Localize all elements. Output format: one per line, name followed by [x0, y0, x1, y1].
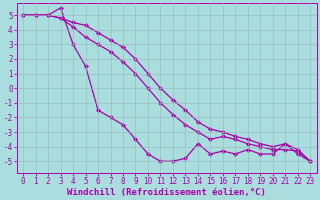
X-axis label: Windchill (Refroidissement éolien,°C): Windchill (Refroidissement éolien,°C)	[67, 188, 266, 197]
